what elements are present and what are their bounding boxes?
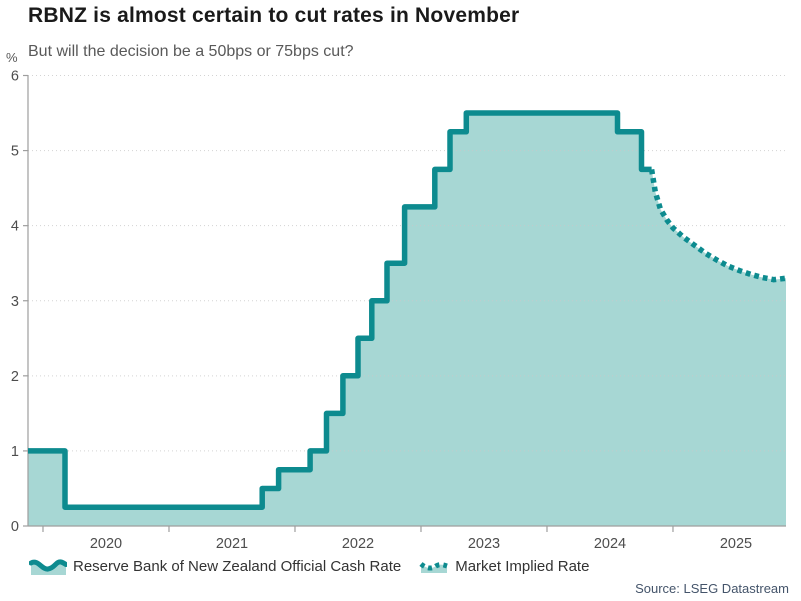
page-title: RBNZ is almost certain to cut rates in N… [28,4,520,27]
legend-item-official-cash-rate: Reserve Bank of New Zealand Official Cas… [29,556,401,576]
x-tick-label: 2020 [90,536,122,552]
y-tick-label: 4 [11,219,19,235]
chart-legend: Reserve Bank of New Zealand Official Cas… [29,556,607,576]
x-tick-label: 2021 [216,536,248,552]
legend-label: Market Implied Rate [455,557,590,575]
y-axis-unit-label: % [6,50,18,65]
y-tick-label: 1 [11,444,19,460]
legend-label: Reserve Bank of New Zealand Official Cas… [73,557,402,575]
solid-line-legend-icon [29,559,67,575]
market-implied-rate-line [648,168,787,283]
x-tick-label: 2022 [342,536,374,552]
x-tick-label: 2024 [594,536,626,552]
y-tick-label: 3 [11,294,19,310]
official-cash-rate-line [28,110,652,510]
y-tick-label: 5 [11,144,19,160]
y-tick-label: 6 [11,69,19,85]
y-tick-label: 2 [11,369,19,385]
legend-item-market-implied-rate: Market Implied Rate [419,556,589,576]
y-tick-label: 0 [11,519,19,535]
x-tick-label: 2023 [468,536,500,552]
chart-subtitle: But will the decision be a 50bps or 75bp… [28,43,354,60]
source-credit: Source: LSEG Datastream [635,581,789,596]
rate-area-fill [28,113,786,526]
dotted-line-legend-icon [419,562,449,573]
x-tick-label: 2025 [720,536,752,552]
